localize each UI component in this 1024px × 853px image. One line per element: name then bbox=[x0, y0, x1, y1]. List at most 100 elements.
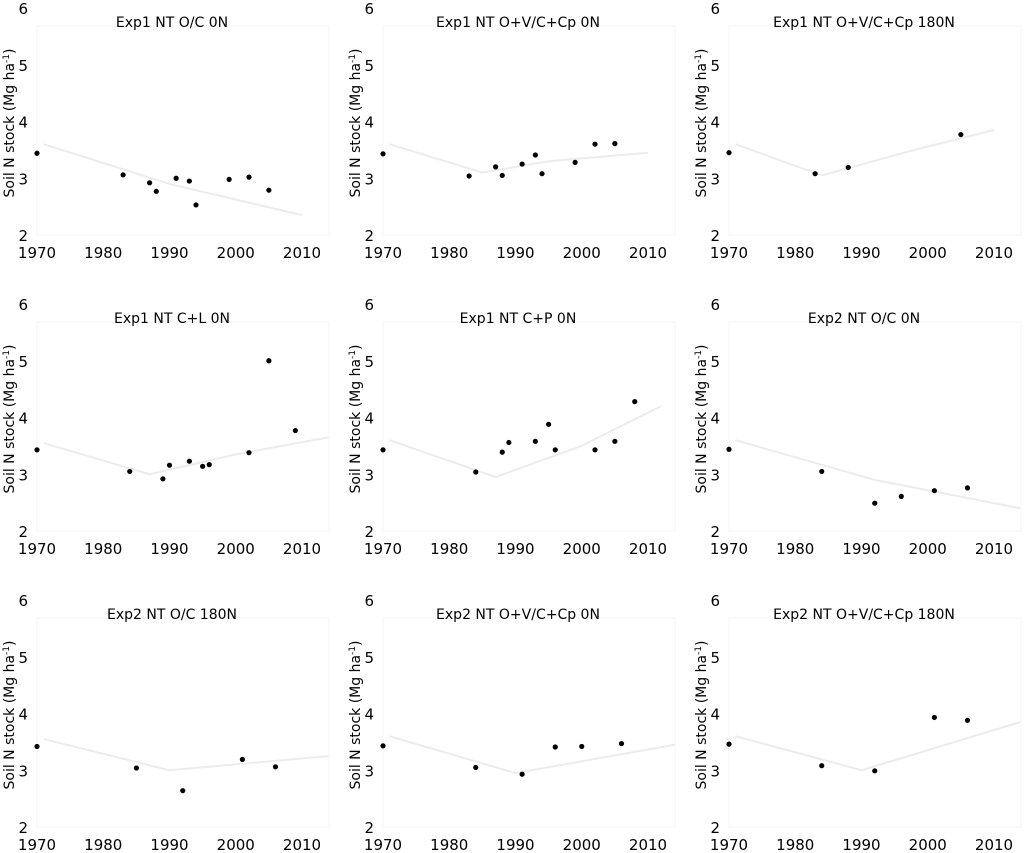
y-tick-label: 4 bbox=[18, 706, 28, 724]
x-tick-label: 1990 bbox=[496, 540, 534, 558]
x-tick-label: 2010 bbox=[629, 540, 667, 558]
x-tick-label: 1980 bbox=[430, 540, 468, 558]
data-point bbox=[272, 764, 279, 770]
trend-line bbox=[389, 143, 649, 174]
y-tick-label: 6 bbox=[18, 0, 28, 18]
y-tick-label: 5 bbox=[710, 649, 720, 667]
x-tick-label: 1970 bbox=[710, 540, 748, 558]
data-point bbox=[246, 174, 252, 180]
panel-7: Exp2 NT O/C 180N 2 3 4 5 6 1970 1980 1990 2000 201… bbox=[2, 592, 330, 853]
data-point bbox=[160, 476, 166, 482]
panel-title: Exp2 NT O/C 0N bbox=[808, 311, 920, 327]
y-tick-label: 4 bbox=[18, 114, 28, 132]
data-point bbox=[292, 427, 298, 434]
x-tick-label: 1980 bbox=[776, 836, 814, 853]
data-point bbox=[964, 485, 971, 491]
x-tick-label: 1970 bbox=[364, 540, 402, 558]
x-tick-label: 1980 bbox=[776, 540, 814, 558]
x-tick-label: 2000 bbox=[563, 540, 601, 558]
data-point bbox=[845, 164, 851, 171]
x-tick-label: 1970 bbox=[18, 244, 56, 262]
x-tick-label: 1990 bbox=[842, 836, 880, 853]
y-tick-label: 3 bbox=[364, 170, 374, 188]
y-axis-label: Soil N stock (Mg ha-1) bbox=[694, 641, 710, 790]
y-tick-label: 6 bbox=[18, 296, 28, 314]
data-point bbox=[819, 763, 825, 769]
data-point bbox=[466, 173, 472, 179]
data-point bbox=[726, 150, 732, 156]
plot-frame bbox=[728, 25, 1022, 236]
data-point bbox=[612, 141, 618, 147]
y-axis-label: Soil N stock (Mg ha-1) bbox=[2, 345, 18, 494]
plot-frame bbox=[36, 321, 330, 532]
data-point bbox=[812, 171, 818, 177]
data-point bbox=[958, 131, 964, 138]
y-tick-label: 4 bbox=[710, 706, 720, 724]
data-point bbox=[133, 765, 139, 771]
data-point bbox=[499, 449, 505, 455]
data-point bbox=[964, 717, 971, 723]
trend-line bbox=[43, 143, 303, 217]
y-tick-label: 3 bbox=[18, 170, 28, 188]
data-point bbox=[612, 438, 618, 444]
data-point bbox=[147, 180, 153, 186]
trend-line bbox=[735, 721, 1021, 772]
panel-title: Exp1 NT O+V/C+Cp 180N bbox=[773, 15, 955, 31]
x-tick-label: 2010 bbox=[283, 836, 321, 853]
data-point bbox=[579, 743, 585, 750]
data-point bbox=[226, 176, 232, 182]
data-point bbox=[34, 150, 40, 156]
x-tick-label: 1970 bbox=[710, 244, 748, 262]
data-point bbox=[506, 439, 512, 446]
x-tick-label: 1990 bbox=[842, 244, 880, 262]
data-point bbox=[186, 178, 192, 184]
y-tick-label: 4 bbox=[364, 410, 374, 428]
y-tick-label: 2 bbox=[364, 227, 374, 245]
data-point bbox=[34, 447, 40, 453]
y-axis-label: Soil N stock (Mg ha-1) bbox=[694, 345, 710, 494]
y-tick-label: 6 bbox=[710, 296, 720, 314]
trend-line bbox=[735, 439, 1021, 510]
y-axis-label: Soil N stock (Mg ha-1) bbox=[694, 49, 710, 198]
x-tick-label: 1980 bbox=[84, 836, 122, 853]
data-point bbox=[552, 744, 558, 750]
y-tick-label: 2 bbox=[18, 227, 28, 245]
x-tick-label: 2010 bbox=[975, 244, 1013, 262]
x-tick-label: 2000 bbox=[563, 836, 601, 853]
panel-title: Exp2 NT O+V/C+Cp 0N bbox=[436, 607, 600, 623]
data-point bbox=[266, 187, 272, 193]
data-point bbox=[186, 458, 192, 464]
plot-frame bbox=[382, 321, 676, 532]
x-tick-label: 1980 bbox=[84, 540, 122, 558]
plot-frame bbox=[36, 25, 330, 236]
y-tick-label: 6 bbox=[364, 296, 374, 314]
x-tick-label: 1990 bbox=[842, 540, 880, 558]
data-point bbox=[200, 463, 206, 469]
y-tick-label: 3 bbox=[364, 466, 374, 484]
data-point bbox=[931, 488, 937, 494]
y-tick-label: 4 bbox=[364, 706, 374, 724]
y-tick-label: 2 bbox=[710, 227, 720, 245]
data-point bbox=[726, 446, 732, 452]
data-point bbox=[872, 500, 878, 506]
data-point bbox=[539, 171, 545, 177]
x-tick-label: 2010 bbox=[975, 836, 1013, 853]
y-tick-label: 4 bbox=[18, 410, 28, 428]
y-tick-label: 6 bbox=[710, 592, 720, 610]
x-tick-label: 2010 bbox=[629, 244, 667, 262]
y-tick-label: 2 bbox=[18, 523, 28, 541]
y-axis-label: Soil N stock (Mg ha-1) bbox=[2, 641, 18, 790]
data-point bbox=[546, 421, 552, 427]
data-point bbox=[206, 462, 212, 468]
data-point bbox=[618, 740, 625, 747]
x-tick-label: 2000 bbox=[909, 540, 947, 558]
data-point bbox=[380, 151, 386, 157]
x-tick-label: 1980 bbox=[430, 836, 468, 853]
panel-3: Exp1 NT O+V/C+Cp 180N 2 3 4 5 6 1970 1980 1990 20… bbox=[694, 0, 1022, 262]
y-tick-label: 6 bbox=[364, 0, 374, 18]
y-tick-label: 2 bbox=[18, 819, 28, 837]
data-point bbox=[380, 447, 386, 453]
y-tick-label: 5 bbox=[710, 57, 720, 75]
plot-frame bbox=[382, 25, 676, 236]
data-point bbox=[239, 756, 245, 763]
